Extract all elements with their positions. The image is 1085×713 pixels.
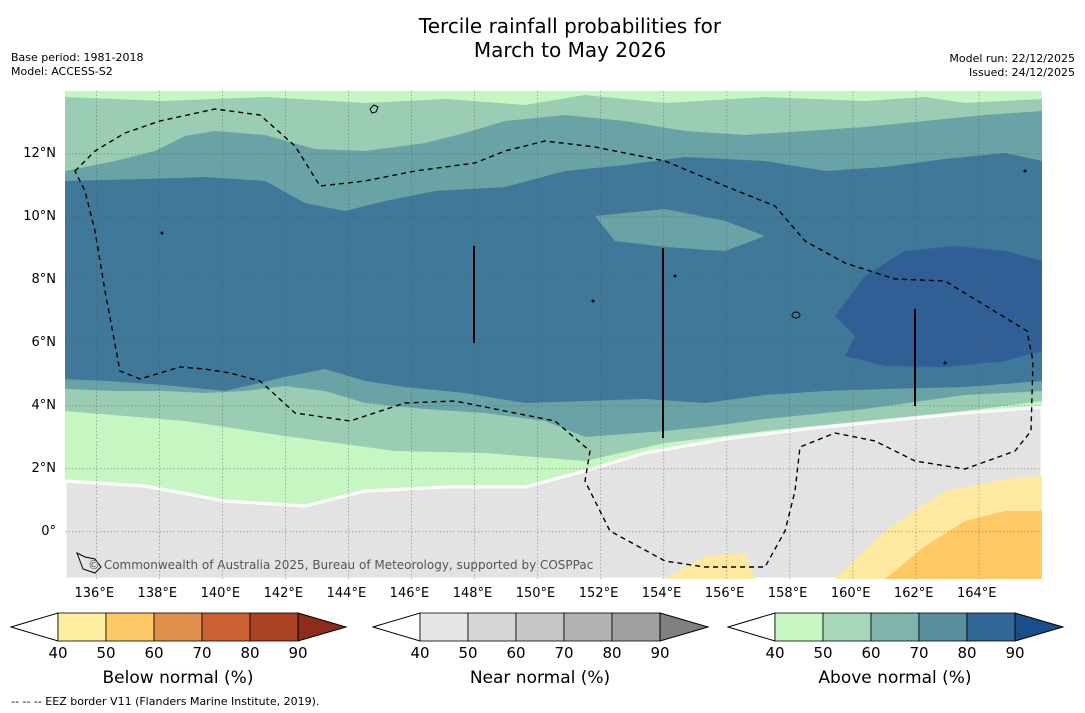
lon-tick-label: 136°E [74, 586, 115, 601]
lon-tick-label: 152°E [578, 586, 619, 601]
colorbar-segment [563, 612, 613, 642]
model-name: Model: ACCESS-S2 [11, 65, 113, 78]
meta-right: Model run: 22/12/2025 Issued: 24/12/2025 [949, 52, 1075, 80]
colorbar-tick-label: 40 [48, 644, 68, 662]
colorbar-segment [966, 612, 1016, 642]
island-dot-5 [1023, 169, 1027, 173]
colorbar-tick-label: 80 [240, 644, 260, 662]
colorbar-tick-label: 90 [1005, 644, 1025, 662]
colorbar-tick-label: 90 [288, 644, 308, 662]
map-canvas [65, 91, 1042, 579]
colorbar-segment [249, 612, 299, 642]
colorbar-extend-low [372, 612, 421, 642]
colorbar-tick-label: 50 [813, 644, 833, 662]
zone-below-50-patch [665, 553, 755, 579]
zone-above-50-north [65, 91, 1042, 105]
zone-above-70-patch [595, 209, 765, 251]
colorbar-segment [515, 612, 565, 642]
legend-above-colorbar [727, 612, 1065, 642]
colorbar-extend-low [10, 612, 59, 642]
legend-near-colorbar [372, 612, 710, 642]
island-pohnpei [791, 311, 801, 319]
lat-tick-label: 12°N [23, 145, 56, 161]
title-line-1: Tercile rainfall probabilities for [418, 14, 722, 38]
colorbar-extend-high [1014, 612, 1065, 642]
lat-tick-label: 8°N [31, 271, 57, 287]
lon-tick-label: 138°E [137, 586, 178, 601]
map-title: Tercile rainfall probabilities for March… [320, 14, 820, 62]
colorbar-title-near: Near normal (%) [469, 668, 611, 688]
island-guam [369, 104, 379, 114]
lon-tick-label: 156°E [704, 586, 745, 601]
model-run: Model run: 22/12/2025 [949, 52, 1075, 65]
island-png-coast [76, 551, 102, 574]
lon-tick-label: 144°E [326, 586, 367, 601]
lon-tick-label: 142°E [263, 586, 304, 601]
colorbar-tick-label: 50 [96, 644, 116, 662]
colorbar-tick-label: 60 [506, 644, 526, 662]
colorbar-segment [822, 612, 872, 642]
title-line-2: March to May 2026 [473, 38, 667, 62]
colorbar-tick-label: 80 [602, 644, 622, 662]
colorbar-extend-low [727, 612, 776, 642]
colorbar-tick-label: 50 [458, 644, 478, 662]
lat-tick-label: 6°N [31, 334, 57, 350]
zone-below-60 [885, 511, 1042, 579]
lat-tick-label: 4°N [31, 397, 57, 413]
legend-below-colorbar [10, 612, 348, 642]
colorbar-segment [467, 612, 517, 642]
island-dot-4 [943, 361, 947, 365]
colorbar-segment [153, 612, 203, 642]
map-panel [65, 91, 1042, 579]
zone-near-normal [65, 405, 1042, 579]
colorbar-tick-label: 70 [554, 644, 574, 662]
colorbar-segment [611, 612, 661, 642]
colorbar-tick-label: 90 [650, 644, 670, 662]
base-period: Base period: 1981-2018 [11, 51, 144, 64]
meta-left: Base period: 1981-2018 Model: ACCESS-S2 [11, 51, 143, 79]
colorbar-segment [774, 612, 824, 642]
colorbar-segment [918, 612, 968, 642]
colorbar-title-below: Below normal (%) [102, 668, 254, 688]
lon-tick-label: 140°E [200, 586, 241, 601]
colorbar-title-above: Above normal (%) [818, 668, 972, 688]
eez-footnote: -- -- -- EEZ border V11 (Flanders Marine… [11, 695, 320, 708]
lat-tick-label: 2°N [31, 460, 57, 476]
zone-above-80 [65, 153, 1042, 403]
colorbar-tick-label: 70 [192, 644, 212, 662]
colorbar-extend-high [659, 612, 710, 642]
colorbar-segment [870, 612, 920, 642]
eez-border-west [74, 108, 1034, 568]
colorbar-segment [419, 612, 469, 642]
colorbar-segment [57, 612, 107, 642]
colorbar-tick-label: 40 [410, 644, 430, 662]
colorbar-tick-label: 40 [765, 644, 785, 662]
island-dot-3 [673, 274, 677, 278]
lon-tick-label: 164°E [956, 586, 997, 601]
colorbar-segment [105, 612, 155, 642]
island-dot-1 [160, 231, 164, 235]
colorbar-tick-label: 80 [957, 644, 977, 662]
colorbar-tick-label: 60 [144, 644, 164, 662]
lon-tick-label: 158°E [767, 586, 808, 601]
island-dot-2 [591, 299, 595, 303]
colorbar-segment [201, 612, 251, 642]
colorbar-tick-label: 70 [909, 644, 929, 662]
issued-date: Issued: 24/12/2025 [968, 66, 1075, 79]
lon-tick-label: 162°E [893, 586, 934, 601]
lon-tick-label: 160°E [830, 586, 871, 601]
lon-tick-label: 148°E [452, 586, 493, 601]
lat-tick-label: 0° [41, 523, 56, 539]
lat-tick-label: 10°N [23, 208, 56, 224]
lon-tick-label: 154°E [641, 586, 682, 601]
colorbar-extend-high [297, 612, 348, 642]
lon-tick-label: 146°E [389, 586, 430, 601]
copyright-notice: © Commonwealth of Australia 2025, Bureau… [88, 558, 594, 572]
lon-tick-label: 150°E [515, 586, 556, 601]
colorbar-tick-label: 60 [861, 644, 881, 662]
